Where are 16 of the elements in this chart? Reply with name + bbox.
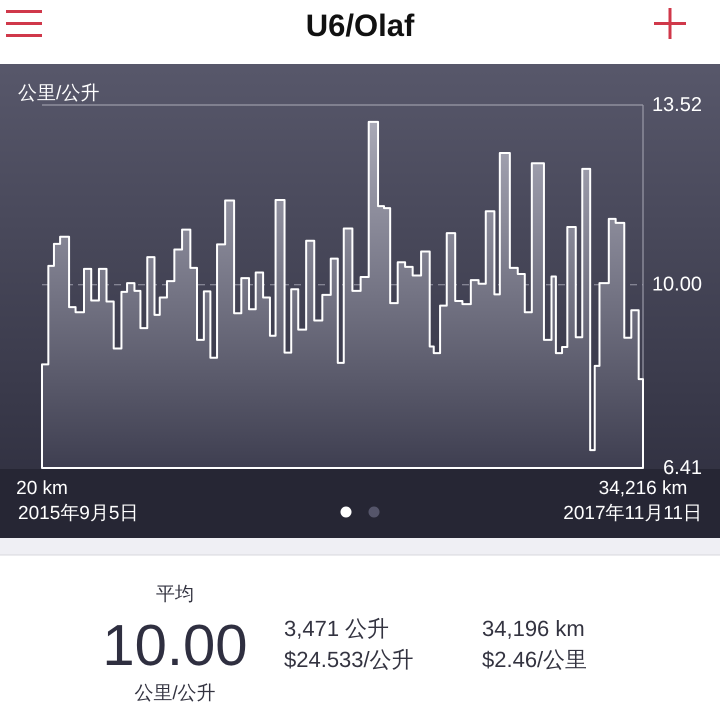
chart-title: U6/Olaf	[306, 8, 415, 43]
text: 10.00	[102, 613, 248, 678]
text: 平均	[156, 584, 194, 605]
text: 34,196 km	[482, 616, 585, 641]
y-tick-label: 10.00	[652, 274, 702, 296]
text: 3,471 公升	[284, 616, 390, 641]
y-tick-label: 13.52	[652, 94, 702, 116]
text: $2.46/公里	[482, 647, 588, 672]
text: 2017年11月11日	[563, 503, 702, 524]
y-tick-label: 6.41	[663, 457, 702, 479]
x-tick-label: 34,216 km	[598, 478, 688, 499]
y-axis-title: 公里/公升	[18, 83, 100, 104]
text: $24.533/公升	[284, 647, 414, 672]
text: 2015年9月5日	[18, 503, 138, 524]
text: 公里/公升	[134, 683, 216, 704]
x-tick-label: 20 km	[16, 478, 68, 499]
